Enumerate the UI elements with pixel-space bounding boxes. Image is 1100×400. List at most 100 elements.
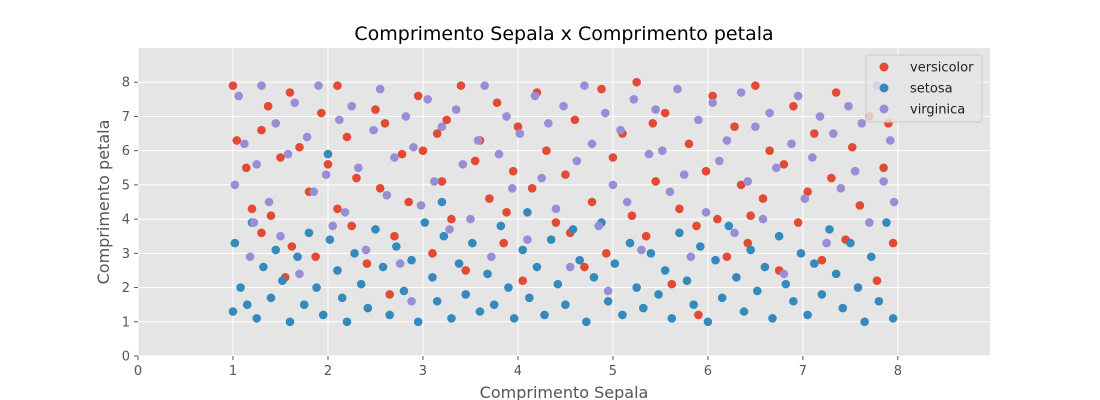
data-point-setosa [774,231,784,241]
data-point-virginica [302,132,312,142]
data-point-virginica [382,190,392,200]
data-point-virginica [430,177,439,186]
data-point-virginica [879,177,888,186]
data-point-virginica [565,262,575,272]
data-point-virginica [673,84,682,94]
data-point-setosa [337,293,347,303]
data-point-setosa [461,290,470,299]
data-point-setosa [732,272,741,282]
data-point-versicolor [827,173,836,183]
data-point-versicolor [352,173,361,183]
data-point-versicolor [597,84,606,94]
data-point-setosa [363,303,373,313]
data-point-versicolor [758,194,768,203]
series-setosa [228,149,898,327]
data-point-setosa [439,231,449,241]
y-tick-label: 4 [122,213,130,228]
data-point-versicolor [404,197,414,207]
y-axis-label: Comprimento petala [94,120,113,285]
data-point-versicolor [667,279,677,289]
data-point-versicolor [342,132,352,142]
data-point-virginica [458,160,468,169]
data-point-setosa [589,272,599,282]
x-axis-ticks: 0 1 2 3 4 5 6 7 8 [134,356,902,379]
data-point-setosa [796,249,806,258]
data-point-virginica [594,221,603,231]
data-point-virginica [544,118,553,128]
data-point-setosa [325,235,335,244]
x-tick-label: 5 [609,364,617,379]
data-point-virginica [245,252,255,262]
data-point-versicolor [692,221,701,231]
data-point-versicolor [601,249,611,258]
data-point-setosa [781,279,791,289]
data-point-versicolor [675,204,684,214]
data-point-setosa [610,259,620,268]
data-point-versicolor [651,177,660,186]
chart-title: Comprimento Sepala x Comprimento petala [354,23,773,45]
data-point-virginica [889,197,899,207]
x-tick-label: 0 [134,364,142,379]
data-point-setosa [696,242,705,251]
data-point-versicolor [456,81,466,90]
data-point-versicolor [385,290,395,299]
data-point-versicolor [317,108,326,118]
data-point-setosa [356,279,366,289]
data-point-versicolor [257,125,266,135]
data-point-setosa [333,266,342,275]
data-point-virginica [295,269,304,279]
x-tick-label: 1 [229,364,237,379]
data-point-versicolor [513,122,523,132]
data-point-setosa [603,296,613,306]
data-point-virginica [885,136,895,145]
data-point-setosa [293,252,302,262]
data-point-virginica [354,163,363,173]
data-point-versicolor [660,108,670,118]
data-point-setosa [646,249,656,258]
data-point-setosa [582,317,591,327]
data-point-setosa [817,290,827,299]
data-point-setosa [632,283,641,292]
data-point-virginica [708,98,717,108]
data-point-virginica [800,194,810,203]
data-point-setosa [703,317,713,327]
data-point-virginica [857,118,867,128]
data-point-virginica [603,286,613,296]
data-point-setosa [252,314,262,323]
series-virginica [230,81,899,306]
data-point-virginica [686,252,696,262]
data-point-versicolor [561,170,570,179]
x-tick-label: 7 [799,364,807,379]
data-point-virginica [701,207,711,217]
data-point-virginica [347,101,357,111]
x-tick-label: 3 [419,364,427,379]
data-point-virginica [601,108,610,118]
data-point-setosa [540,310,549,320]
data-point-setosa [654,290,663,299]
data-point-setosa [752,286,762,296]
data-point-versicolor [779,160,789,169]
legend-marker-virginica [879,104,889,114]
data-point-versicolor [648,118,658,128]
legend-label-setosa: setosa [910,82,953,97]
data-point-versicolor [527,184,537,193]
data-point-virginica [249,218,259,227]
data-point-setosa [660,266,670,275]
data-point-virginica [328,221,338,231]
data-point-versicolor [746,211,755,220]
data-point-virginica [844,101,853,111]
data-point-setosa [846,238,855,248]
x-axis-label: Comprimento Sepala [480,383,649,400]
data-point-virginica [715,156,724,166]
data-point-versicolor [276,153,285,162]
x-tick-label: 8 [894,364,902,379]
data-point-versicolor [263,101,273,111]
data-point-virginica [437,122,447,132]
data-point-virginica [651,105,660,114]
data-point-versicolor [736,180,746,190]
data-point-versicolor [855,201,865,210]
data-point-versicolor [580,262,589,272]
data-point-virginica [230,180,240,190]
data-point-virginica [537,173,546,183]
